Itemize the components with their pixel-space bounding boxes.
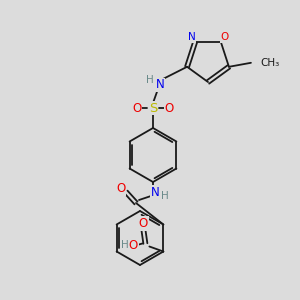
Text: N: N <box>188 32 196 42</box>
Text: H: H <box>161 191 169 201</box>
Text: O: O <box>139 217 148 230</box>
Text: O: O <box>132 101 142 115</box>
Text: O: O <box>164 101 174 115</box>
Text: O: O <box>116 182 126 196</box>
Text: CH₃: CH₃ <box>260 58 279 68</box>
Text: N: N <box>156 79 164 92</box>
Text: H: H <box>146 75 154 85</box>
Text: S: S <box>149 101 157 115</box>
Text: O: O <box>221 32 229 42</box>
Text: N: N <box>151 185 159 199</box>
Text: O: O <box>129 239 138 252</box>
Text: H: H <box>121 241 128 250</box>
